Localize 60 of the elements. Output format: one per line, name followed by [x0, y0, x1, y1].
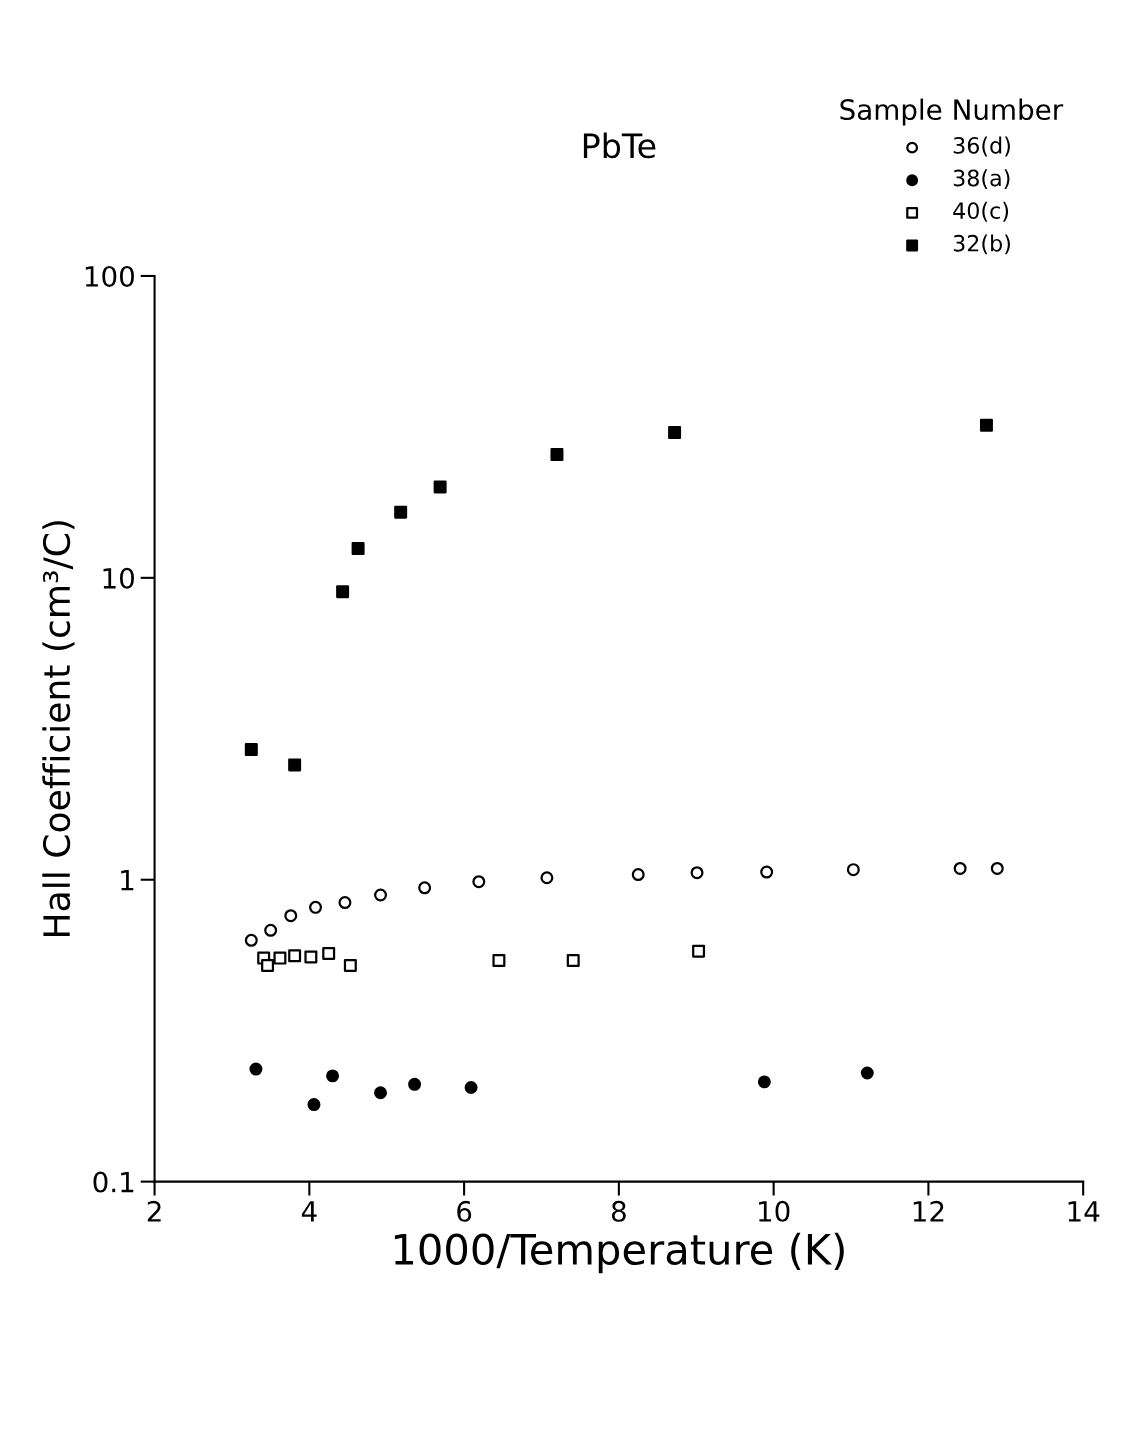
point: [244, 743, 258, 756]
legend-label: 36(d): [953, 136, 1010, 157]
point: [336, 585, 350, 599]
legend-title: Sample Number: [840, 98, 1064, 126]
point: [846, 863, 860, 877]
point: [394, 505, 408, 519]
point: [690, 866, 704, 880]
point: [326, 1069, 340, 1083]
point: [990, 861, 1004, 875]
x-tick-label: 8: [611, 1200, 626, 1222]
point: [284, 909, 298, 923]
x-tick-label: 12: [913, 1200, 944, 1222]
point: [631, 868, 645, 882]
point: [550, 448, 564, 462]
point: [566, 954, 580, 968]
point: [433, 480, 447, 494]
point: [264, 923, 278, 937]
point: [322, 946, 336, 960]
point: [288, 949, 302, 963]
point: [692, 944, 706, 958]
legend-label: 32(b): [953, 234, 1010, 255]
point: [760, 865, 774, 879]
point: [668, 426, 682, 439]
point: [351, 542, 365, 556]
point: [374, 1086, 388, 1100]
point: [418, 881, 432, 895]
x-tick-label: 10: [759, 1200, 790, 1222]
point: [307, 1098, 321, 1112]
legend-label: 38(a): [953, 169, 1010, 190]
point: [464, 1081, 478, 1094]
point: [288, 758, 302, 772]
legend-label: 40(c): [953, 201, 1009, 222]
point: [338, 896, 352, 910]
y-tick-label: 0.1: [93, 1171, 134, 1193]
x-axis-title: 1000/Temperature (K): [394, 1232, 844, 1274]
point: [860, 1066, 874, 1080]
y-tick-label: 1: [121, 870, 134, 891]
point: [244, 933, 258, 947]
point: [374, 888, 388, 902]
point: [408, 1077, 422, 1091]
y-tick-label: 10: [103, 567, 134, 589]
point: [953, 861, 967, 875]
y-tick-label: 100: [85, 265, 134, 287]
point: [304, 950, 318, 964]
point: [261, 958, 275, 972]
x-tick-label: 4: [301, 1201, 317, 1222]
point: [309, 900, 323, 914]
point: [249, 1062, 263, 1076]
chart-title: PbTe: [583, 132, 656, 159]
x-tick-label: 14: [1068, 1201, 1100, 1222]
point: [492, 954, 506, 968]
point: [472, 875, 486, 889]
point: [540, 871, 554, 885]
point: [343, 958, 357, 972]
x-tick-label: 2: [147, 1200, 161, 1222]
x-tick-label: 6: [457, 1200, 472, 1222]
y-axis-title: Hall Coefficient (cm³/C): [42, 521, 75, 936]
point: [757, 1075, 771, 1089]
point: [979, 418, 993, 432]
point: [273, 951, 287, 965]
